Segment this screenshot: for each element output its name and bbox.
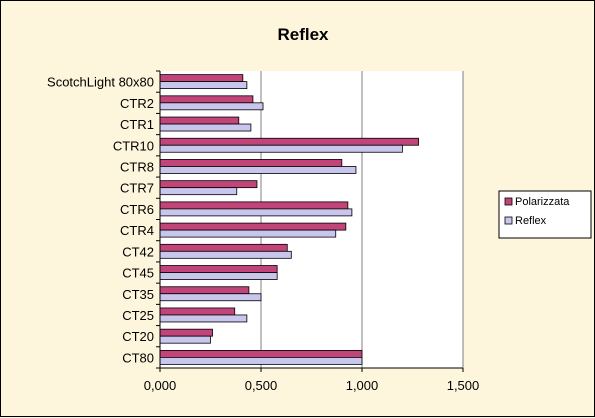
bar-polarizzata-3 [159,137,419,146]
legend-swatch-reflex [504,216,513,225]
category-label-13: CT80 [122,350,154,365]
category-label-8: CT42 [122,244,154,259]
bar-reflex-2 [159,123,252,132]
bar-reflex-4 [159,166,357,174]
category-label-0: ScotchLight 80x80 [47,75,154,90]
category-label-4: CTR8 [120,159,154,174]
bar-polarizzata-6 [159,201,349,210]
category-label-7: CTR4 [120,223,154,238]
category-label-1: CTR2 [120,96,154,111]
bar-polarizzata-10 [159,286,250,295]
category-label-9: CT45 [122,266,154,281]
plot-area [160,71,463,368]
category-labels: ScotchLight 80x80 CTR2 CTR1 CTR10 CTR8 CTR7 CT… [47,75,154,366]
bar-polarizzata-11 [159,307,236,316]
x-tick-label-3: 1,500 [447,378,480,393]
category-label-11: CT25 [122,308,154,323]
category-label-2: CTR1 [120,117,154,132]
legend-swatch-polarizzata [504,197,513,206]
legend-box [498,190,592,239]
bar-polarizzata-7 [159,222,347,231]
bar-polarizzata-4 [159,159,343,167]
category-label-10: CT35 [122,287,154,302]
gridlines [260,71,464,368]
category-label-5: CTR7 [120,181,154,196]
x-tick-label-1: 0,500 [245,378,278,393]
bar-reflex-10 [159,293,262,302]
bar-reflex-6 [159,208,353,217]
bar-reflex-7 [159,229,337,238]
bar-reflex-11 [159,314,248,323]
legend-label-reflex: Reflex [515,215,547,227]
bar-polarizzata-1 [159,95,254,104]
bar-polarizzata-9 [159,265,278,273]
x-tick-labels: 0,000 0,500 1,000 1,500 [144,378,480,393]
bars [159,74,419,365]
bar-polarizzata-5 [159,180,258,189]
axes [156,70,464,372]
bar-reflex-12 [159,335,211,344]
bar-reflex-1 [159,102,264,111]
bar-polarizzata-12 [159,328,213,337]
x-tick-label-2: 1,000 [346,378,379,393]
category-label-3: CTR10 [113,138,154,153]
legend: Polarizzata Reflex [498,190,592,239]
bar-polarizzata-13 [159,349,363,358]
chart-title: Reflex [277,25,329,44]
x-tick-label-0: 0,000 [144,378,177,393]
bar-reflex-3 [159,144,403,153]
bar-reflex-0 [159,81,248,90]
bar-polarizzata-0 [159,74,244,83]
bar-reflex-5 [159,187,238,196]
bar-reflex-13 [159,356,363,365]
bar-polarizzata-2 [159,116,240,125]
bar-polarizzata-8 [159,243,288,252]
bar-reflex-8 [159,250,292,259]
bar-reflex-9 [159,272,278,280]
legend-label-polarizzata: Polarizzata [515,196,570,208]
category-label-6: CTR6 [120,202,154,217]
category-label-12: CT20 [122,329,154,344]
